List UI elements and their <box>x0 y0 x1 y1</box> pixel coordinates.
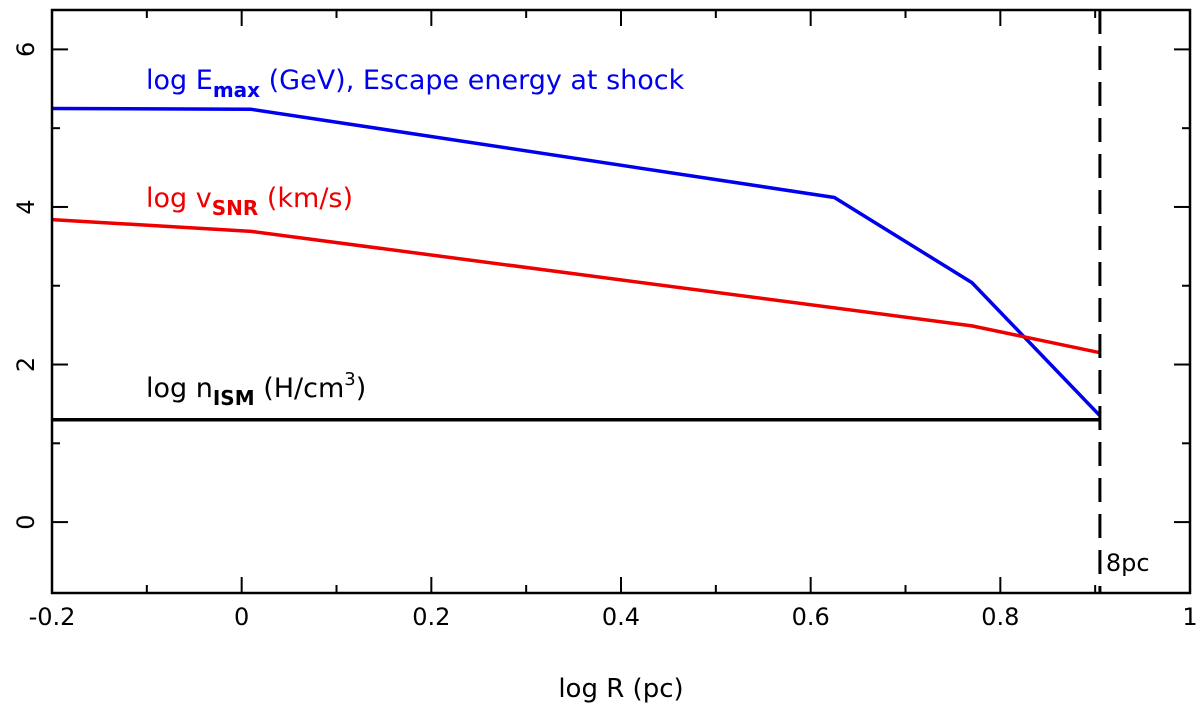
y-tick-label: 2 <box>12 357 40 372</box>
series-label-nism-sub: ISM <box>213 386 255 410</box>
series-line-0 <box>51 106 1102 417</box>
series-label-nism-end: ) <box>356 373 367 404</box>
x-tick-label: 0.8 <box>981 603 1019 631</box>
x-tick-label: 0.6 <box>792 603 830 631</box>
series-label-emax: log Emax (GeV), Escape energy at shock <box>146 65 685 102</box>
series-line-1 <box>51 217 1101 355</box>
x-tick-label: 0.4 <box>602 603 640 631</box>
y-tick-labels: 0 2 4 6 <box>12 42 40 530</box>
series-label-vsnr-rest: (km/s) <box>258 183 353 214</box>
annotations: 8pc <box>1098 10 1150 593</box>
series-label-emax-rest: (GeV), Escape energy at shock <box>260 65 685 96</box>
series-label-emax-sub: max <box>213 78 260 102</box>
series-label-vsnr: log vSNR (km/s) <box>146 183 353 220</box>
x-tick-label: 1 <box>1182 603 1197 631</box>
x-tick-label: 0.2 <box>412 603 450 631</box>
y-tick-label: 6 <box>12 42 40 57</box>
series-label-nism-rest: (H/cm <box>255 373 345 404</box>
series-label-nism-main: log n <box>146 373 213 404</box>
series-label-vsnr-sub: SNR <box>212 196 259 220</box>
x-axis-title: log R (pc) <box>558 674 683 704</box>
series-label-emax-main: log E <box>146 65 213 96</box>
x-tick-label: -0.2 <box>29 603 76 631</box>
y-tick-label: 4 <box>12 199 40 214</box>
annotation-label: 8pc <box>1106 549 1150 577</box>
x-tick-label: 0 <box>234 603 249 631</box>
x-tick-labels: -0.2 0 0.2 0.4 0.6 0.8 1 <box>29 603 1198 631</box>
plot-frame <box>50 8 1192 595</box>
series-label-vsnr-main: log v <box>146 183 212 214</box>
series-lines <box>51 106 1102 422</box>
series-label-nism: log nISM (H/cm3) <box>146 369 366 410</box>
y-tick-label: 0 <box>12 514 40 529</box>
series-label-nism-sup: 3 <box>344 369 355 390</box>
